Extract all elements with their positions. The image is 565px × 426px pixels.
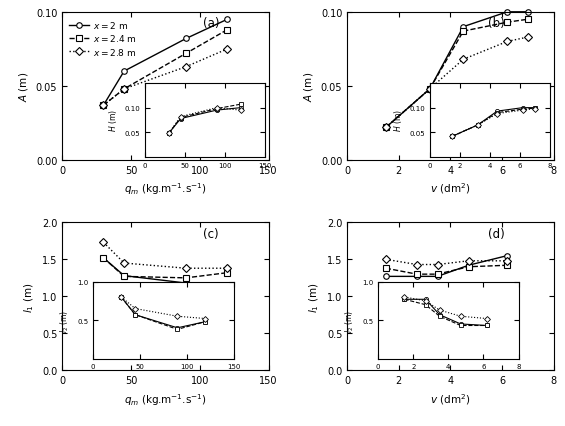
Y-axis label: $A$ (m): $A$ (m) <box>18 72 31 102</box>
X-axis label: $v$ (dm$^2$): $v$ (dm$^2$) <box>431 391 471 406</box>
Text: (c): (c) <box>203 227 218 240</box>
X-axis label: $v$ (dm$^2$): $v$ (dm$^2$) <box>431 181 471 196</box>
Text: (a): (a) <box>203 17 219 30</box>
Legend: $x = 2$ m, $x = 2.4$ m, $x = 2.8$ m: $x = 2$ m, $x = 2.4$ m, $x = 2.8$ m <box>66 16 140 61</box>
Y-axis label: $l_1$ (m): $l_1$ (m) <box>308 282 321 312</box>
X-axis label: $q_m$ (kg.m$^{-1}$.s$^{-1}$): $q_m$ (kg.m$^{-1}$.s$^{-1}$) <box>124 391 207 407</box>
X-axis label: $q_m$ (kg.m$^{-1}$.s$^{-1}$): $q_m$ (kg.m$^{-1}$.s$^{-1}$) <box>124 181 207 197</box>
Y-axis label: $A$ (m): $A$ (m) <box>302 72 315 102</box>
Y-axis label: $l_1$ (m): $l_1$ (m) <box>23 282 36 312</box>
Text: (b): (b) <box>488 17 505 30</box>
Text: (d): (d) <box>488 227 505 240</box>
